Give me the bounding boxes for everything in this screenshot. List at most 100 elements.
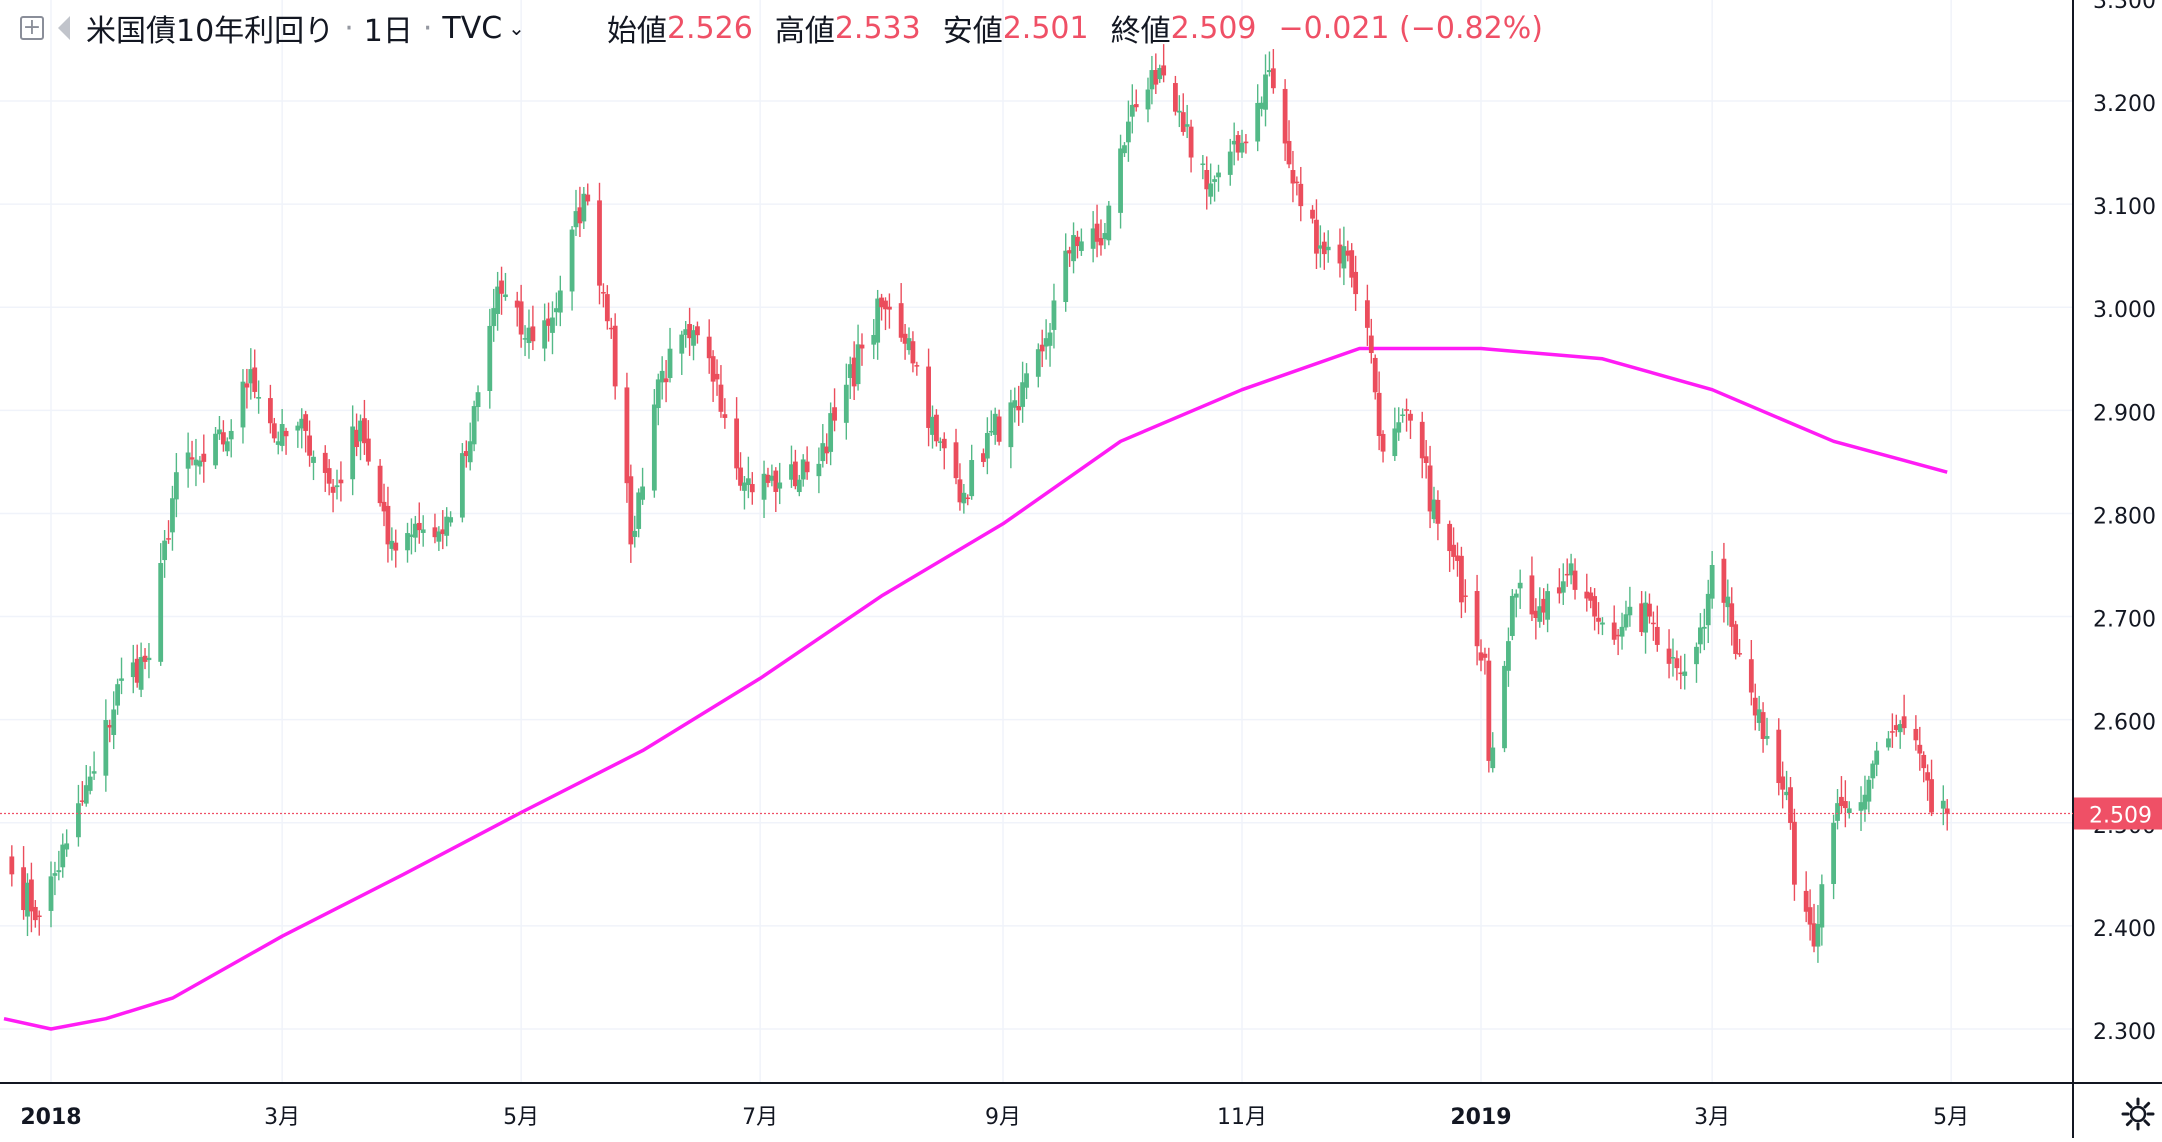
price-tick-label: 3.200 — [2093, 92, 2156, 117]
flag-icon[interactable] — [58, 16, 70, 40]
candle-body — [1619, 626, 1625, 637]
candle-down — [377, 459, 383, 507]
candle-up — [471, 400, 477, 452]
candle-up — [138, 642, 144, 698]
candle-down — [714, 359, 720, 396]
chevron-down-icon[interactable]: ⌄ — [508, 16, 525, 40]
candle-down — [134, 644, 140, 688]
candle-up — [1705, 579, 1711, 644]
candle-body — [487, 325, 493, 391]
time-tick-label: 3月 — [1694, 1105, 1730, 1130]
candle-body — [965, 497, 971, 500]
candle-body — [875, 298, 881, 343]
candle-up — [1341, 226, 1347, 286]
candle-body — [1204, 170, 1210, 190]
candle-body — [1380, 433, 1386, 452]
candle-down — [1752, 683, 1758, 731]
candle-body — [1650, 622, 1656, 625]
candle-up — [1537, 587, 1543, 628]
candle-body — [961, 492, 967, 504]
candle-up — [1078, 228, 1084, 256]
candle-body — [499, 280, 504, 294]
candle-body — [1517, 582, 1523, 589]
gear-icon[interactable] — [2120, 1096, 2156, 1132]
candle-body — [898, 303, 904, 338]
candle-body — [1913, 728, 1919, 741]
moving-average-layer — [3, 346, 1948, 1031]
candle-body — [773, 470, 779, 492]
candle-down — [1737, 638, 1742, 657]
candle-up — [279, 409, 285, 452]
candle-down — [166, 520, 171, 544]
candle-body — [1545, 591, 1551, 620]
plus-icon[interactable]: + — [20, 16, 44, 40]
candle-body — [1940, 800, 1946, 809]
candle-body — [377, 465, 383, 504]
candle-up — [930, 405, 935, 449]
candle-down — [1353, 255, 1359, 311]
interval-label[interactable]: 1日 — [363, 14, 413, 49]
candle-body — [1537, 606, 1543, 622]
candle-up — [1819, 874, 1825, 946]
candle-down — [1474, 574, 1480, 666]
candle-down — [1729, 587, 1735, 646]
candle-down — [957, 463, 963, 511]
candle-down — [499, 266, 504, 315]
candle-down — [914, 361, 920, 376]
symbol-name[interactable]: 米国債10年利回り — [86, 14, 335, 49]
candle-body — [103, 720, 109, 776]
candle-up — [25, 873, 30, 937]
candle-body — [1478, 652, 1484, 661]
candle-up — [1709, 551, 1715, 609]
price-tick-label: 2.400 — [2093, 917, 2156, 942]
candle-body — [491, 308, 497, 327]
candle-down — [765, 467, 771, 488]
price-tick-label: 3.100 — [2093, 195, 2156, 220]
candle-body — [1231, 140, 1237, 145]
candle-up — [170, 485, 175, 551]
candle-body — [667, 348, 673, 379]
candle-up — [1090, 211, 1096, 263]
candle-body — [1694, 646, 1699, 665]
candle-up — [1627, 586, 1633, 627]
candle-body — [1310, 209, 1315, 219]
candle-body — [1509, 595, 1515, 636]
candle-up — [569, 226, 575, 311]
candle-body — [577, 207, 583, 224]
candle-body — [271, 423, 277, 439]
candles-layer — [9, 44, 1950, 963]
candle-body — [381, 501, 387, 512]
candle-down — [1913, 715, 1919, 751]
candle-body — [738, 467, 743, 486]
candle-body — [573, 211, 579, 228]
candle-body — [902, 333, 908, 344]
source-label[interactable]: TVC — [442, 10, 503, 46]
candle-down — [1310, 205, 1315, 224]
candle-body — [608, 327, 614, 330]
last-price-label: 2.509 — [2089, 803, 2152, 828]
candle-down — [859, 333, 865, 366]
candle-up — [1122, 142, 1127, 157]
candle-body — [749, 484, 755, 493]
candle-body — [1788, 787, 1793, 823]
candle-down — [1541, 588, 1547, 625]
candle-up — [1670, 638, 1676, 677]
candle-up — [1431, 486, 1437, 524]
candle-body — [1893, 725, 1899, 730]
candle-up — [553, 292, 559, 326]
candle-body — [1486, 660, 1492, 761]
candle-up — [1701, 608, 1707, 651]
candle-body — [1701, 626, 1707, 629]
candle-body — [1408, 413, 1413, 421]
candle-down — [201, 434, 207, 483]
candle-body — [1145, 89, 1151, 110]
candle-body — [213, 433, 218, 466]
candle-down — [1803, 871, 1809, 923]
candle-down — [36, 910, 42, 936]
candle-body — [1639, 603, 1645, 633]
candle-down — [1188, 119, 1194, 173]
candle-body — [240, 381, 246, 428]
candle-body — [1929, 779, 1934, 813]
